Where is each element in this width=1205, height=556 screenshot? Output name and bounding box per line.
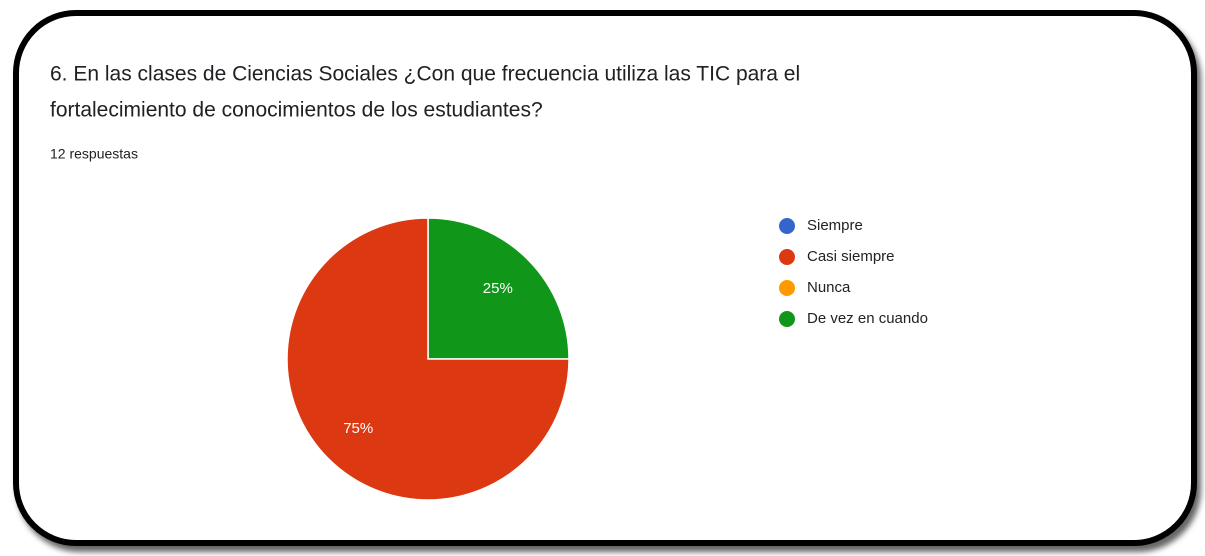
pie-slice	[427, 217, 570, 360]
legend-label: Siempre	[807, 217, 863, 234]
chart-subtitle: 12 respuestas	[50, 146, 138, 162]
legend-swatch	[779, 218, 795, 234]
legend-label: Casi siempre	[807, 248, 895, 265]
slice-label: 75%	[343, 420, 373, 437]
slice-label: 25%	[483, 280, 513, 297]
card-frame	[13, 10, 1197, 546]
chart-title: fortalecimiento de conocimientos de los …	[50, 99, 543, 122]
legend-swatch	[779, 249, 795, 265]
legend-swatch	[779, 311, 795, 327]
pie-slice	[286, 217, 570, 501]
legend-label: Nunca	[807, 279, 851, 296]
legend-label: De vez en cuando	[807, 310, 928, 327]
legend-swatch	[779, 280, 795, 296]
chart-title: 6. En las clases de Ciencias Sociales ¿C…	[50, 63, 800, 86]
